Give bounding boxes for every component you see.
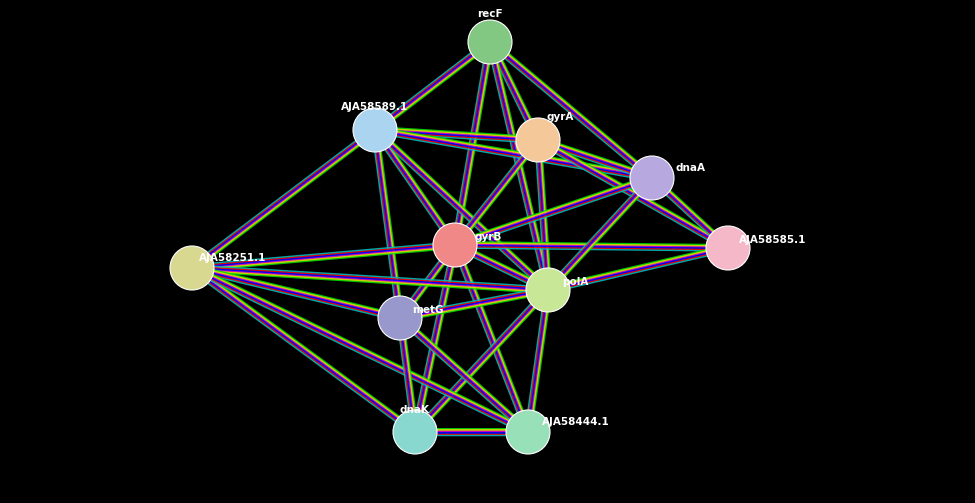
Text: AJA58585.1: AJA58585.1 [739, 235, 806, 245]
Circle shape [516, 118, 560, 162]
Text: gyrA: gyrA [546, 112, 573, 122]
Text: dnaK: dnaK [400, 405, 430, 415]
Text: metG: metG [412, 305, 444, 315]
Circle shape [506, 410, 550, 454]
Circle shape [170, 246, 214, 290]
Circle shape [353, 108, 397, 152]
Text: recF: recF [477, 9, 503, 19]
Text: AJA58444.1: AJA58444.1 [542, 417, 610, 427]
Text: AJA58589.1: AJA58589.1 [341, 102, 409, 112]
Circle shape [706, 226, 750, 270]
Text: polA: polA [562, 277, 588, 287]
Circle shape [526, 268, 570, 312]
Text: gyrB: gyrB [474, 232, 502, 242]
Circle shape [393, 410, 437, 454]
Text: dnaA: dnaA [675, 163, 705, 173]
Circle shape [630, 156, 674, 200]
Circle shape [433, 223, 477, 267]
Circle shape [378, 296, 422, 340]
Text: AJA58251.1: AJA58251.1 [199, 253, 267, 263]
Circle shape [468, 20, 512, 64]
